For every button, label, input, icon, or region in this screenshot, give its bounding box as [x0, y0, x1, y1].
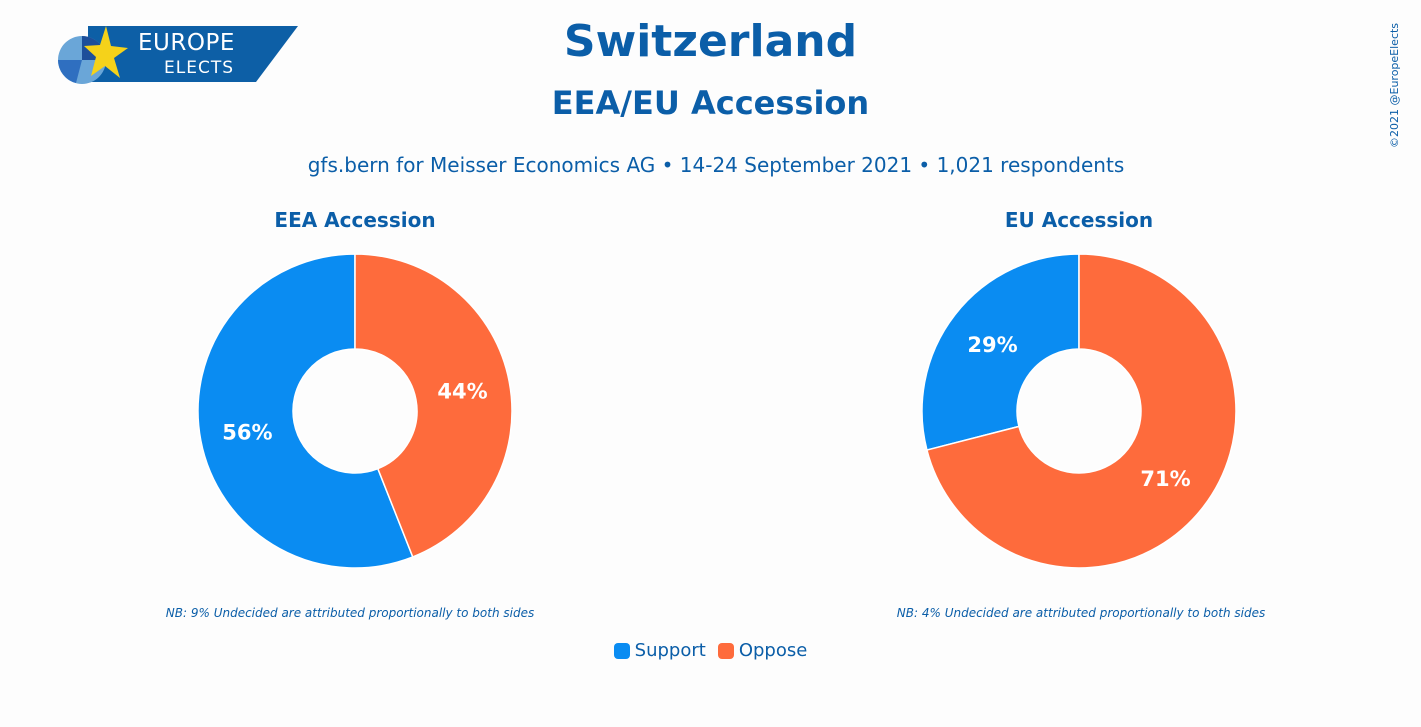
poll-source: gfs.bern for Meisser Economics AG • 14-2…: [307, 153, 1125, 177]
slice-support: [197, 253, 414, 569]
europe-elects-logo: EUROPE ELECTS: [48, 24, 300, 86]
legend-label-oppose: Oppose: [738, 640, 808, 661]
legend-item-support: Support: [613, 640, 706, 661]
eea-undecided-note: NB: 9% Undecided are attributed proporti…: [165, 606, 535, 620]
legend-swatch-oppose: [717, 642, 734, 659]
slice-oppose: [354, 253, 513, 558]
page-title: Switzerland: [563, 16, 858, 67]
data-label-support: 29%: [967, 333, 1017, 357]
eea-donut-chart: 56% 44%: [197, 253, 513, 569]
logo-text-europe: EUROPE: [138, 30, 235, 56]
copyright-text: ©2021 @EuropeElects: [1388, 22, 1401, 148]
eea-chart-title: EEA Accession: [274, 208, 436, 232]
data-label-oppose: 44%: [437, 379, 487, 403]
data-label-oppose: 71%: [1140, 467, 1190, 491]
eu-donut-chart: 29% 71%: [921, 253, 1237, 569]
legend-item-oppose: Oppose: [717, 640, 808, 661]
eu-undecided-note: NB: 4% Undecided are attributed proporti…: [896, 606, 1266, 620]
legend-label-support: Support: [634, 640, 706, 661]
data-label-support: 56%: [222, 421, 272, 445]
slice-oppose: [926, 253, 1237, 569]
chart-legend: Support Oppose: [0, 640, 1421, 661]
page-subtitle: EEA/EU Accession: [551, 84, 870, 122]
slice-support: [921, 253, 1080, 451]
logo-text-elects: ELECTS: [164, 58, 234, 78]
logo-band: [88, 26, 298, 82]
legend-swatch-support: [613, 642, 630, 659]
eu-chart-title: EU Accession: [1004, 208, 1154, 232]
logo-emblem-icon: [58, 26, 128, 84]
